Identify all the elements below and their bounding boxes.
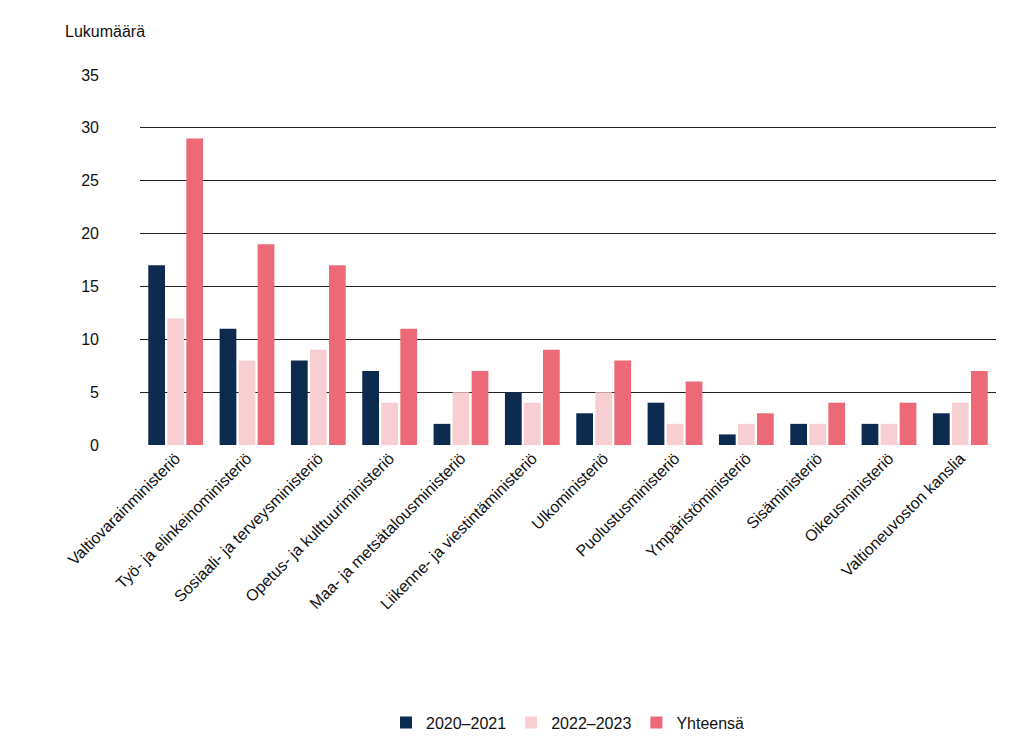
svg-text:Työ- ja elinkeinoministeriö: Työ- ja elinkeinoministeriö [113,450,255,592]
svg-text:5: 5 [90,384,99,401]
svg-text:Maa- ja metsätalousministeriö: Maa- ja metsätalousministeriö [306,450,468,612]
svg-text:Opetus- ja kulttuuriministeriö: Opetus- ja kulttuuriministeriö [242,450,397,605]
svg-text:30: 30 [81,119,99,136]
svg-text:Sosiaali- ja terveysministeriö: Sosiaali- ja terveysministeriö [171,450,326,605]
svg-text:2022–2023: 2022–2023 [551,715,631,732]
svg-text:Valtiovarainministeriö: Valtiovarainministeriö [65,450,184,569]
svg-text:Ulkoministeriö: Ulkoministeriö [528,450,611,533]
svg-text:2020–2021: 2020–2021 [426,715,506,732]
svg-text:Lukumäärä: Lukumäärä [65,23,145,40]
svg-text:Liikenne- ja viestintäminister: Liikenne- ja viestintäministeriö [377,450,540,613]
svg-text:15: 15 [81,278,99,295]
svg-text:35: 35 [81,67,99,84]
svg-text:Ympäristöministeriö: Ympäristöministeriö [643,450,754,561]
svg-text:25: 25 [81,172,99,189]
svg-text:0: 0 [90,437,99,454]
svg-text:Valtioneuvoston kanslia: Valtioneuvoston kanslia [838,450,968,580]
svg-text:Yhteensä: Yhteensä [676,715,744,732]
svg-text:Sisäministeriö: Sisäministeriö [743,450,826,533]
svg-text:10: 10 [81,331,99,348]
svg-text:20: 20 [81,225,99,242]
svg-text:Puolustusministeriö: Puolustusministeriö [573,450,683,560]
svg-text:Oikeusministeriö: Oikeusministeriö [801,450,897,546]
